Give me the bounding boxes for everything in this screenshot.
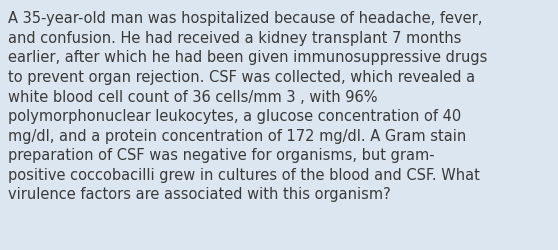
Text: A 35-year-old man was hospitalized because of headache, fever,
and confusion. He: A 35-year-old man was hospitalized becau…	[8, 11, 488, 202]
